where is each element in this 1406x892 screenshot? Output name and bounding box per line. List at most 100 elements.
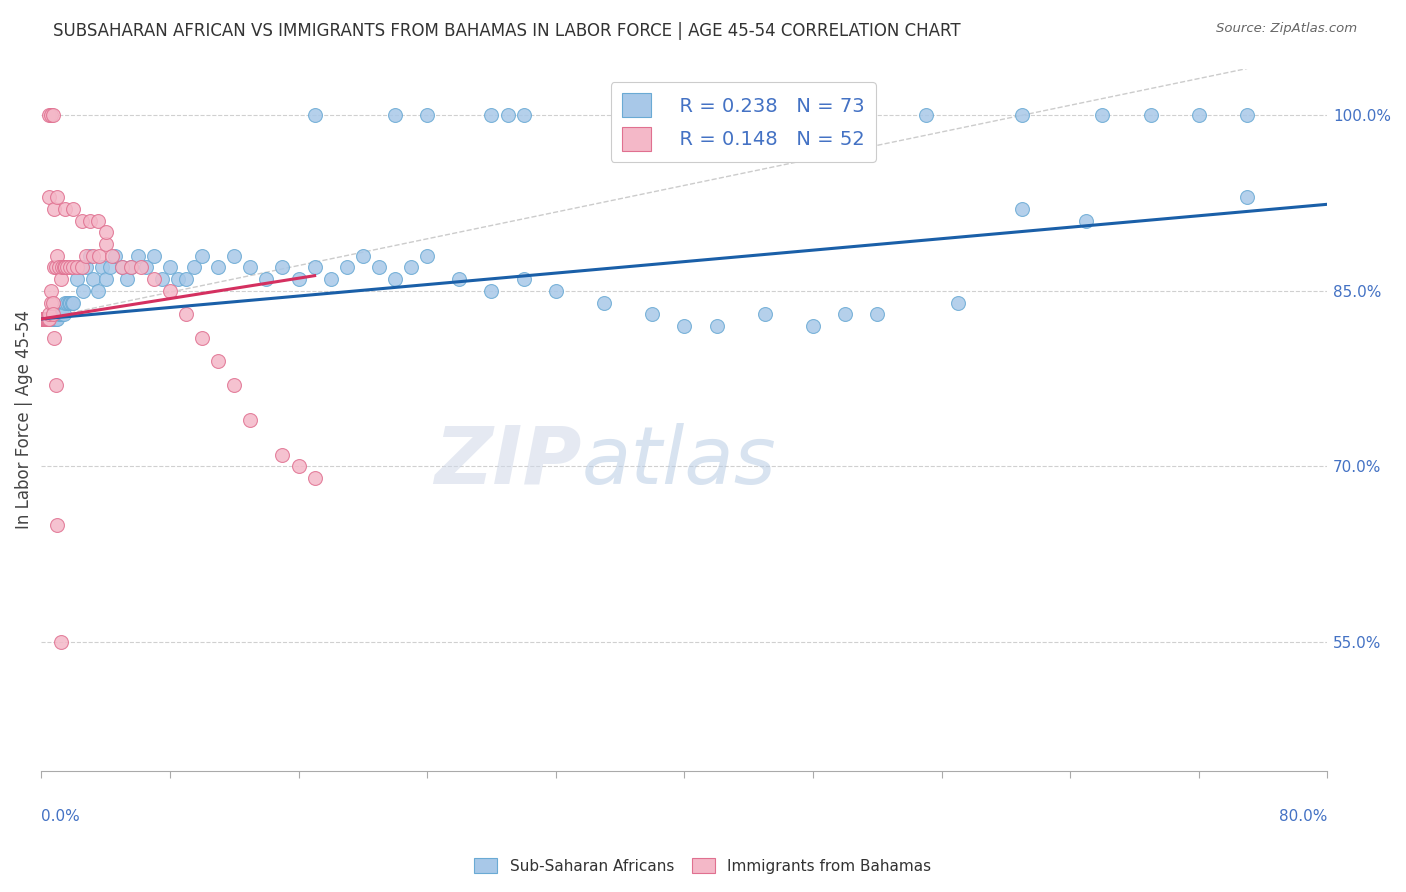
Point	[207, 260, 229, 275]
Point	[66, 272, 89, 286]
Point	[115, 272, 138, 286]
Point	[91, 260, 114, 275]
Point	[111, 260, 134, 275]
Point	[59, 295, 82, 310]
Point	[62, 202, 84, 216]
Point	[82, 272, 104, 286]
Point	[34, 312, 56, 326]
Point	[38, 312, 60, 326]
Point	[384, 108, 406, 122]
Point	[52, 260, 75, 275]
Point	[35, 312, 58, 326]
Point	[641, 307, 664, 321]
Point	[48, 307, 70, 321]
Point	[254, 272, 277, 286]
Point	[191, 249, 214, 263]
Point	[167, 272, 190, 286]
Point	[44, 202, 66, 216]
Point	[1011, 108, 1033, 122]
Point	[69, 260, 91, 275]
Point	[38, 312, 60, 326]
Legend: Sub-Saharan Africans, Immigrants from Bahamas: Sub-Saharan Africans, Immigrants from Ba…	[468, 852, 938, 880]
Point	[336, 260, 359, 275]
Point	[174, 272, 197, 286]
Point	[287, 459, 309, 474]
Legend:   R = 0.238   N = 73,   R = 0.148   N = 52: R = 0.238 N = 73, R = 0.148 N = 52	[610, 82, 876, 162]
Point	[45, 312, 67, 326]
Point	[39, 295, 62, 310]
Point	[224, 377, 246, 392]
Point	[41, 108, 63, 122]
Point	[34, 312, 56, 326]
Point	[304, 108, 326, 122]
Point	[481, 108, 503, 122]
Point	[416, 108, 439, 122]
Text: SUBSAHARAN AFRICAN VS IMMIGRANTS FROM BAHAMAS IN LABOR FORCE | AGE 45-54 CORRELA: SUBSAHARAN AFRICAN VS IMMIGRANTS FROM BA…	[53, 22, 962, 40]
Y-axis label: In Labor Force | Age 45-54: In Labor Force | Age 45-54	[15, 310, 32, 529]
Point	[79, 213, 101, 227]
Point	[35, 312, 58, 326]
Point	[271, 260, 294, 275]
Point	[32, 312, 55, 326]
Point	[86, 213, 108, 227]
Point	[37, 312, 59, 326]
Point	[49, 272, 72, 286]
Point	[70, 260, 93, 275]
Point	[32, 312, 55, 326]
Point	[352, 249, 374, 263]
Text: 0.0%: 0.0%	[41, 809, 80, 824]
Point	[55, 202, 77, 216]
Point	[38, 190, 60, 204]
Text: atlas: atlas	[582, 423, 776, 500]
Point	[44, 260, 66, 275]
Point	[75, 249, 97, 263]
Point	[39, 108, 62, 122]
Point	[399, 260, 422, 275]
Point	[183, 260, 205, 275]
Point	[239, 412, 262, 426]
Point	[481, 284, 503, 298]
Point	[72, 284, 94, 298]
Point	[49, 635, 72, 649]
Point	[45, 260, 67, 275]
Point	[34, 312, 56, 326]
Point	[31, 312, 53, 326]
Point	[1236, 108, 1258, 122]
Point	[56, 260, 79, 275]
Point	[101, 249, 124, 263]
Point	[32, 312, 55, 326]
Point	[449, 272, 471, 286]
Point	[142, 272, 165, 286]
Point	[56, 295, 79, 310]
Point	[41, 307, 63, 321]
Point	[673, 108, 696, 122]
Point	[416, 249, 439, 263]
Text: Source: ZipAtlas.com: Source: ZipAtlas.com	[1216, 22, 1357, 36]
Point	[287, 272, 309, 286]
Point	[673, 318, 696, 333]
Point	[174, 307, 197, 321]
Point	[135, 260, 157, 275]
Point	[111, 260, 134, 275]
Point	[44, 312, 66, 326]
Text: 80.0%: 80.0%	[1279, 809, 1327, 824]
Text: ZIP: ZIP	[434, 423, 582, 500]
Point	[129, 260, 152, 275]
Point	[706, 318, 728, 333]
Point	[544, 284, 567, 298]
Point	[593, 295, 616, 310]
Point	[37, 312, 59, 326]
Point	[94, 237, 117, 252]
Point	[38, 108, 60, 122]
Point	[104, 249, 127, 263]
Point	[89, 249, 111, 263]
Point	[59, 260, 82, 275]
Point	[159, 284, 181, 298]
Point	[86, 284, 108, 298]
Point	[207, 354, 229, 368]
Point	[41, 312, 63, 326]
Point	[51, 260, 73, 275]
Point	[51, 307, 73, 321]
Point	[35, 312, 58, 326]
Point	[368, 260, 391, 275]
